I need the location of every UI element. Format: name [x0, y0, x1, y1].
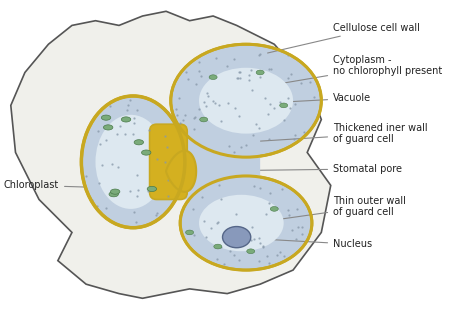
FancyBboxPatch shape — [150, 124, 187, 199]
Ellipse shape — [247, 249, 255, 254]
Ellipse shape — [214, 244, 222, 249]
Ellipse shape — [199, 195, 283, 251]
Ellipse shape — [199, 68, 293, 134]
Ellipse shape — [109, 192, 118, 197]
Ellipse shape — [82, 96, 185, 228]
Text: Vacuole: Vacuole — [268, 93, 371, 103]
Ellipse shape — [121, 117, 131, 122]
Ellipse shape — [270, 206, 278, 211]
Text: Stomatal pore: Stomatal pore — [184, 164, 402, 174]
Ellipse shape — [180, 176, 312, 270]
FancyBboxPatch shape — [156, 134, 260, 199]
Text: Cytoplasm -
no chlorophyll present: Cytoplasm - no chlorophyll present — [279, 55, 442, 84]
Ellipse shape — [209, 75, 217, 79]
Text: Chloroplast: Chloroplast — [4, 180, 104, 190]
Text: Nucleus: Nucleus — [246, 238, 372, 249]
Ellipse shape — [256, 70, 264, 75]
Text: Thickened iner wall
of guard cell: Thickened iner wall of guard cell — [195, 123, 428, 145]
Ellipse shape — [134, 140, 144, 145]
Ellipse shape — [110, 189, 120, 194]
Ellipse shape — [222, 226, 251, 248]
Text: Cellulose cell wall: Cellulose cell wall — [268, 23, 420, 53]
Ellipse shape — [101, 115, 111, 120]
Ellipse shape — [95, 115, 166, 209]
Polygon shape — [11, 11, 331, 298]
Ellipse shape — [147, 186, 156, 191]
Ellipse shape — [186, 230, 193, 235]
Ellipse shape — [103, 125, 113, 130]
Polygon shape — [166, 151, 196, 192]
Ellipse shape — [142, 150, 151, 155]
Ellipse shape — [280, 103, 288, 108]
Text: Thin outer wall
of guard cell: Thin outer wall of guard cell — [273, 196, 406, 220]
Ellipse shape — [200, 117, 208, 122]
Ellipse shape — [171, 44, 321, 157]
